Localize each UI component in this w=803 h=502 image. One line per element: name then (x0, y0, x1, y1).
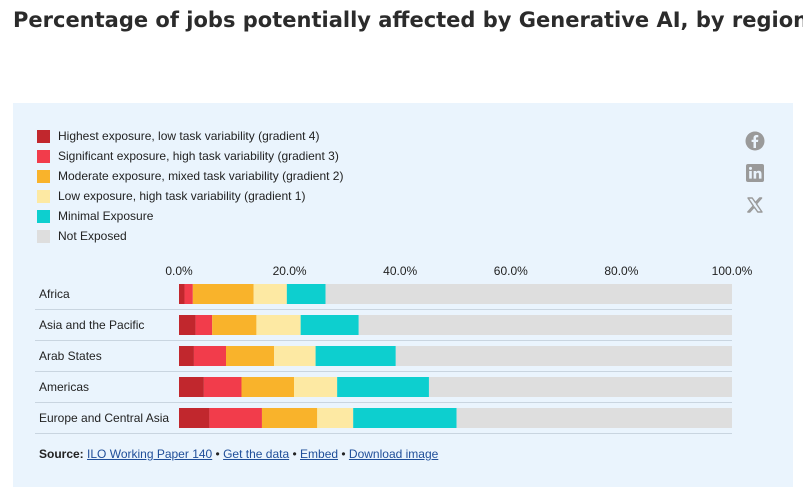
bar-segment[interactable] (325, 284, 732, 304)
bar-segment[interactable] (337, 377, 429, 397)
chart-panel: Highest exposure, low task variability (… (13, 103, 793, 487)
legend-label: Not Exposed (58, 229, 127, 243)
linkedin-icon[interactable] (744, 162, 766, 184)
bar-segment[interactable] (317, 408, 354, 428)
bar-segment[interactable] (179, 377, 204, 397)
bar-segment[interactable] (203, 377, 242, 397)
x-icon[interactable] (744, 194, 766, 216)
legend-item[interactable]: Highest exposure, low task variability (… (37, 126, 343, 146)
legend-swatch (37, 189, 50, 203)
bar-segment[interactable] (428, 377, 732, 397)
legend-item[interactable]: Not Exposed (37, 226, 343, 246)
page-title: Percentage of jobs potentially affected … (13, 8, 803, 32)
bar-segment[interactable] (294, 377, 338, 397)
x-tick-label: 80.0% (604, 264, 638, 278)
bar-segment[interactable] (253, 284, 287, 304)
bar-segment[interactable] (261, 408, 318, 428)
source-paper-link[interactable]: ILO Working Paper 140 (87, 447, 213, 461)
legend-item[interactable]: Low exposure, high task variability (gra… (37, 186, 343, 206)
bar-segment[interactable] (184, 284, 193, 304)
separator: • (289, 447, 301, 461)
legend-item[interactable]: Moderate exposure, mixed task variabilit… (37, 166, 343, 186)
bar-segment[interactable] (456, 408, 732, 428)
source-label: Source: (39, 447, 84, 461)
legend-swatch (37, 209, 50, 223)
bar-segment[interactable] (358, 315, 732, 335)
bar-segment[interactable] (195, 315, 213, 335)
stacked-bar-chart: 0.0% 20.0% 40.0% 60.0% 80.0% 100.0% Africa Asia… (35, 264, 753, 434)
bar-segment[interactable] (179, 284, 185, 304)
bar-segment[interactable] (315, 346, 396, 366)
legend-label: Significant exposure, high task variabil… (58, 149, 339, 163)
chart-legend: Highest exposure, low task variability (… (37, 126, 343, 246)
bar-segment[interactable] (241, 377, 295, 397)
separator: • (212, 447, 224, 461)
legend-label: Low exposure, high task variability (gra… (58, 189, 306, 203)
legend-swatch (37, 229, 50, 243)
bar-segment[interactable] (193, 346, 227, 366)
bar-segment[interactable] (256, 315, 301, 335)
legend-label: Highest exposure, low task variability (… (58, 129, 320, 143)
download-image-link[interactable]: Download image (348, 447, 439, 461)
embed-link[interactable]: Embed (300, 447, 339, 461)
bar-segment[interactable] (179, 408, 210, 428)
bar-segment[interactable] (395, 346, 732, 366)
x-tick-label: 0.0% (165, 264, 193, 278)
category-label: Americas (39, 380, 89, 394)
bar-segment[interactable] (212, 315, 257, 335)
separator: • (338, 447, 349, 461)
bar-segment[interactable] (274, 346, 316, 366)
x-tick-label: 40.0% (383, 264, 417, 278)
social-share (744, 130, 766, 226)
category-label: Arab States (39, 349, 102, 363)
bar-segment[interactable] (353, 408, 457, 428)
x-tick-label: 100.0% (712, 264, 753, 278)
x-tick-label: 20.0% (273, 264, 307, 278)
bar-segment[interactable] (300, 315, 359, 335)
category-label: Europe and Central Asia (39, 411, 169, 425)
legend-swatch (37, 169, 50, 183)
category-label: Africa (39, 287, 70, 301)
legend-label: Moderate exposure, mixed task variabilit… (58, 169, 344, 183)
legend-swatch (37, 149, 50, 163)
bar-segment[interactable] (286, 284, 326, 304)
x-tick-label: 60.0% (494, 264, 528, 278)
bar-segment[interactable] (179, 315, 196, 335)
bar-segment[interactable] (226, 346, 275, 366)
source-line: Source: ILO Working Paper 140 • Get the … (39, 447, 438, 461)
legend-swatch (37, 129, 50, 143)
legend-item[interactable]: Minimal Exposure (37, 206, 343, 226)
bar-segment[interactable] (192, 284, 254, 304)
legend-label: Minimal Exposure (58, 209, 154, 223)
get-data-link[interactable]: Get the data (223, 447, 290, 461)
legend-item[interactable]: Significant exposure, high task variabil… (37, 146, 343, 166)
bar-segment[interactable] (209, 408, 262, 428)
bar-segment[interactable] (179, 346, 194, 366)
facebook-icon[interactable] (744, 130, 766, 152)
category-label: Asia and the Pacific (39, 318, 144, 332)
